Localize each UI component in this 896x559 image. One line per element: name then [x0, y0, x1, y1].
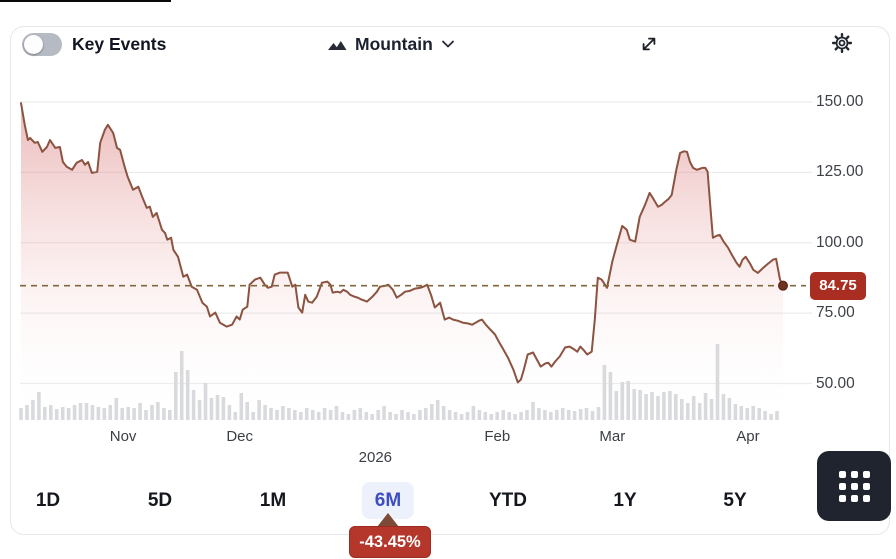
- mountain-area-fill: [21, 103, 783, 420]
- range-button-1y[interactable]: 1Y: [613, 490, 637, 511]
- x-tick-label: Nov: [109, 428, 137, 445]
- range-button-5d[interactable]: 5D: [147, 490, 173, 511]
- chart-type-dropdown[interactable]: Mountain: [327, 31, 455, 57]
- apps-grid-button[interactable]: [817, 451, 891, 521]
- toggle-knob: [24, 35, 43, 54]
- y-tick-label: 75.00: [816, 304, 855, 322]
- range-button-ytd[interactable]: YTD: [489, 490, 527, 511]
- key-events-label: Key Events: [72, 34, 167, 54]
- x-tick-label: 2026: [358, 449, 393, 466]
- current-price-badge: 84.75: [810, 271, 866, 300]
- range-button-1m[interactable]: 1M: [259, 490, 287, 511]
- y-tick-label: 100.00: [816, 233, 864, 251]
- expand-icon[interactable]: [638, 33, 660, 55]
- top-edge-line: [0, 0, 171, 2]
- key-events-toggle[interactable]: [22, 33, 62, 56]
- x-tick-label: Mar: [599, 428, 626, 445]
- y-tick-label: 125.00: [816, 163, 864, 181]
- y-tick-label: 50.00: [816, 374, 855, 392]
- change-tooltip-arrow: [377, 513, 399, 527]
- gear-icon[interactable]: [831, 32, 853, 54]
- period-change-badge: -43.45%: [349, 526, 431, 558]
- x-tick-label: Feb: [484, 428, 511, 445]
- chevron-down-icon: [441, 40, 454, 48]
- last-price-dot: [778, 280, 788, 291]
- y-tick-label: 150.00: [816, 93, 864, 110]
- price-line: [20, 102, 784, 384]
- chart-type-label: Mountain: [355, 33, 433, 54]
- grid-dots-icon: [838, 470, 870, 502]
- x-tick-label: Dec: [226, 428, 254, 445]
- mountain-icon: [328, 41, 347, 50]
- range-button-1d[interactable]: 1D: [35, 490, 61, 511]
- range-button-5y[interactable]: 5Y: [723, 490, 747, 511]
- x-tick-label: Apr: [736, 428, 760, 445]
- range-button-6m[interactable]: 6M: [361, 482, 415, 519]
